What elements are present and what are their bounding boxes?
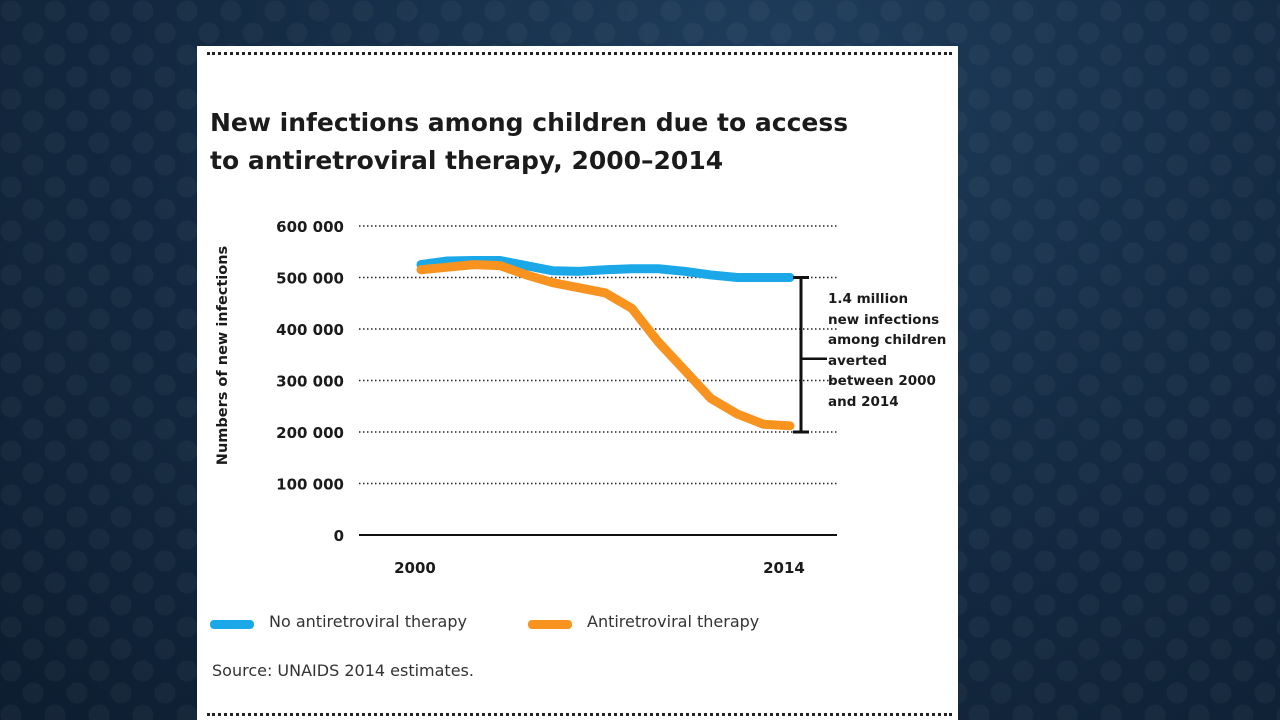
bottom-dotted-rule: [207, 713, 952, 716]
chart-title-line-1: New infections among children due to acc…: [210, 108, 849, 137]
y-tick-label: 600 000: [276, 218, 344, 236]
top-dotted-rule: [207, 52, 952, 55]
legend-label-art: Antiretroviral therapy: [587, 612, 760, 631]
y-tick-label: 200 000: [276, 424, 344, 442]
annotation-line: new infections: [828, 311, 940, 328]
y-tick-label: 500 000: [276, 270, 344, 288]
y-tick-label: 0: [334, 527, 344, 545]
line-chart: 0 100 000 200 000 300 000 400 000 500 000 600 …: [215, 218, 837, 577]
annotation-line: among children: [828, 332, 947, 348]
chart-title: New infections among children due to acc…: [210, 104, 910, 180]
legend-swatch-art: [528, 620, 572, 629]
source-note: Source: UNAIDS 2014 estimates.: [212, 661, 474, 680]
legend-label-no-art: No antiretroviral therapy: [269, 612, 467, 631]
annotation-line: averted: [828, 352, 887, 369]
legend-swatch-no-art: [210, 620, 254, 629]
x-tick-label: 2014: [763, 559, 805, 577]
chart-title-line-2: to antiretroviral therapy, 2000–2014: [210, 146, 724, 175]
y-axis-label: Numbers of new infections: [215, 246, 231, 465]
averted-annotation: 1.4 million new infections among childre…: [828, 289, 958, 412]
y-tick-label: 300 000: [276, 373, 344, 391]
annotation-line: and 2014: [828, 393, 899, 410]
chart-card: New infections among children due to acc…: [197, 46, 958, 720]
series-line-art: [416, 260, 795, 431]
y-tick-label: 400 000: [276, 321, 344, 339]
annotation-line: 1.4 million: [828, 291, 909, 307]
x-tick-label: 2000: [394, 559, 436, 577]
annotation-line: between 2000: [828, 373, 936, 389]
y-tick-label: 100 000: [276, 476, 344, 494]
